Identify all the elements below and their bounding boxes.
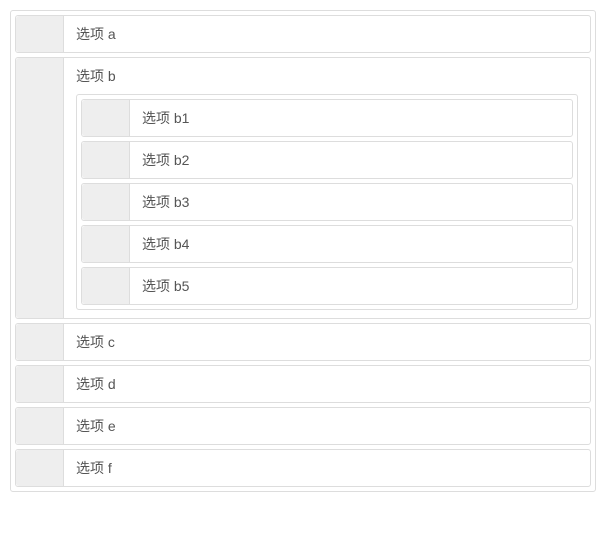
list-item[interactable]: 选项 d (15, 365, 591, 403)
nested-sortable-list: 选项 b1 选项 b2 选项 b3 (76, 94, 578, 310)
item-body: 选项 d (64, 366, 590, 402)
list-item[interactable]: 选项 b3 (81, 183, 573, 221)
item-label: 选项 b2 (142, 150, 560, 170)
drag-handle-icon[interactable] (82, 184, 130, 220)
item-label: 选项 b5 (142, 276, 560, 296)
list-item[interactable]: 选项 c (15, 323, 591, 361)
item-label: 选项 f (76, 458, 578, 478)
item-label: 选项 e (76, 416, 578, 436)
list-item[interactable]: 选项 e (15, 407, 591, 445)
item-body: 选项 e (64, 408, 590, 444)
item-body: 选项 a (64, 16, 590, 52)
item-body: 选项 b 选项 b1 选项 b2 选项 b3 (64, 58, 590, 318)
item-body: 选项 c (64, 324, 590, 360)
list-item[interactable]: 选项 b 选项 b1 选项 b2 选项 b3 (15, 57, 591, 319)
item-label: 选项 b4 (142, 234, 560, 254)
list-item[interactable]: 选项 b2 (81, 141, 573, 179)
drag-handle-icon[interactable] (82, 268, 130, 304)
item-label: 选项 b (76, 66, 578, 86)
drag-handle-icon[interactable] (16, 408, 64, 444)
drag-handle-icon[interactable] (16, 366, 64, 402)
drag-handle-icon[interactable] (16, 450, 64, 486)
drag-handle-icon[interactable] (16, 16, 64, 52)
item-body: 选项 b3 (130, 184, 572, 220)
list-item[interactable]: 选项 a (15, 15, 591, 53)
sortable-list: 选项 a 选项 b 选项 b1 选项 b2 (10, 10, 596, 492)
drag-handle-icon[interactable] (82, 100, 130, 136)
item-body: 选项 b2 (130, 142, 572, 178)
item-body: 选项 b1 (130, 100, 572, 136)
item-label: 选项 d (76, 374, 578, 394)
item-label: 选项 a (76, 24, 578, 44)
drag-handle-icon[interactable] (16, 58, 64, 318)
list-item[interactable]: 选项 b1 (81, 99, 573, 137)
list-item[interactable]: 选项 b4 (81, 225, 573, 263)
item-label: 选项 b1 (142, 108, 560, 128)
item-label: 选项 c (76, 332, 578, 352)
item-body: 选项 b4 (130, 226, 572, 262)
drag-handle-icon[interactable] (82, 226, 130, 262)
item-label: 选项 b3 (142, 192, 560, 212)
item-body: 选项 f (64, 450, 590, 486)
drag-handle-icon[interactable] (82, 142, 130, 178)
drag-handle-icon[interactable] (16, 324, 64, 360)
item-body: 选项 b5 (130, 268, 572, 304)
list-item[interactable]: 选项 b5 (81, 267, 573, 305)
list-item[interactable]: 选项 f (15, 449, 591, 487)
